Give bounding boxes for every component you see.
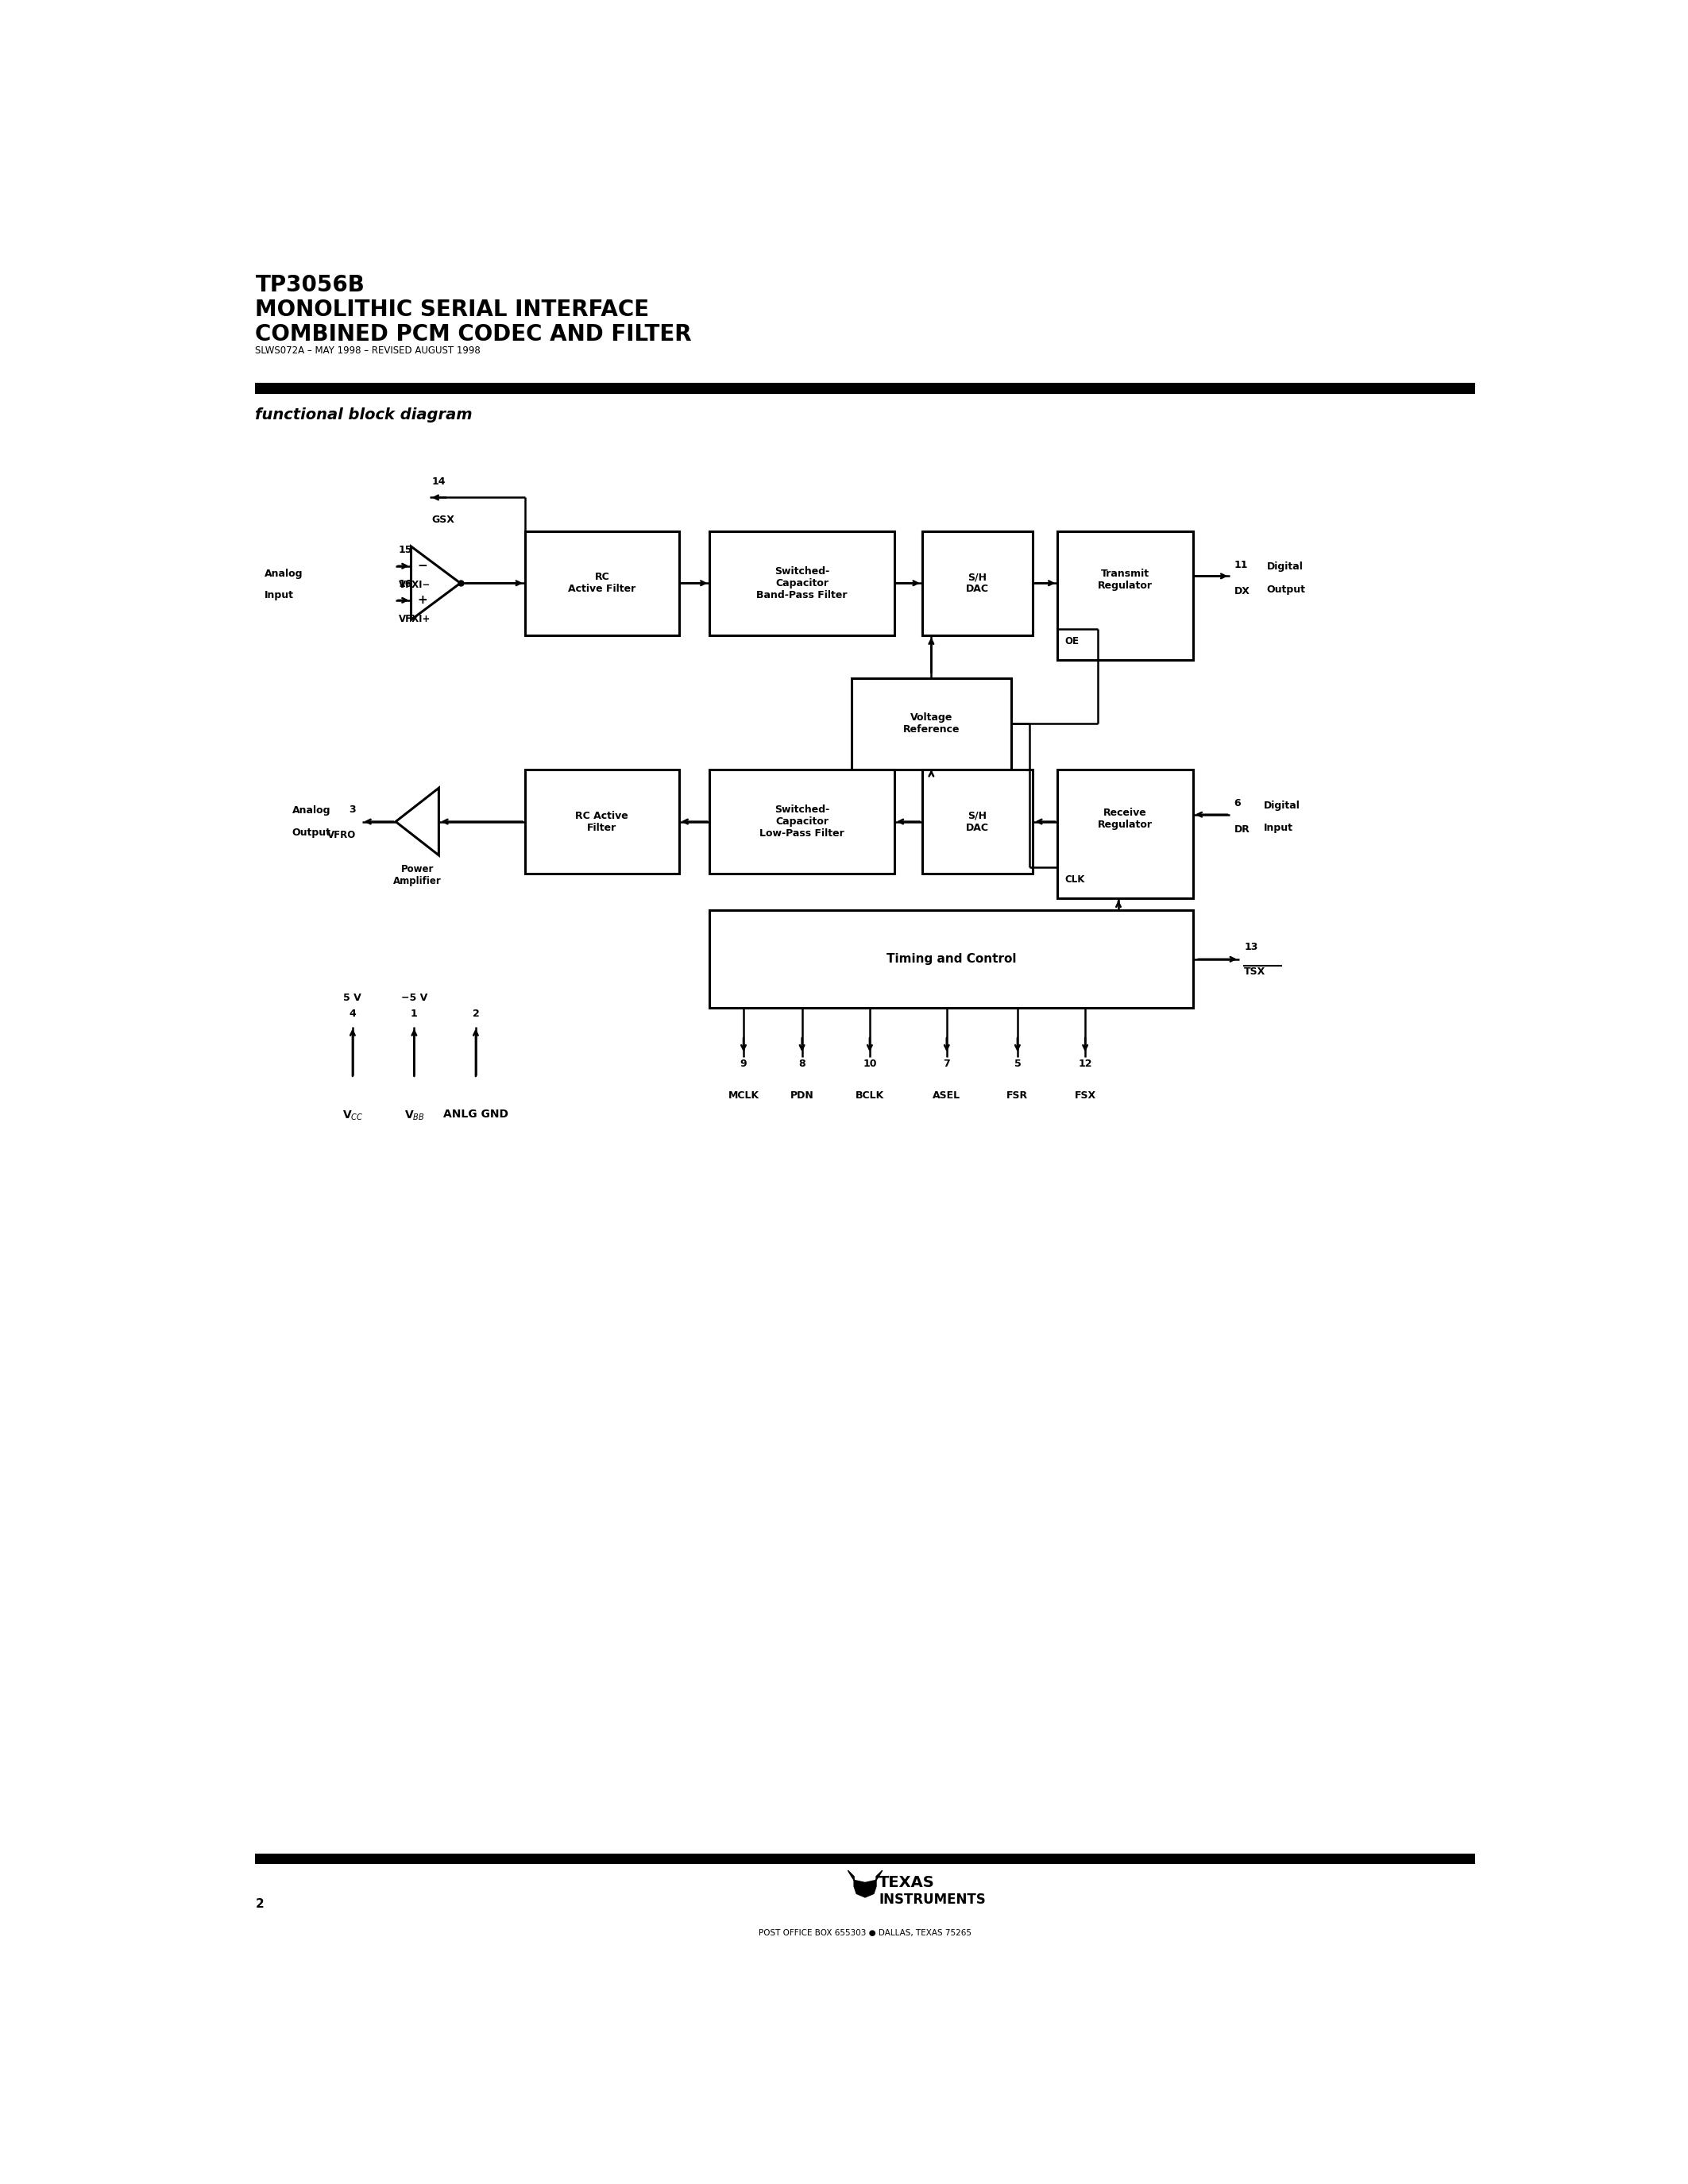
Text: S/H
DAC: S/H DAC: [966, 572, 989, 594]
Bar: [709, 769, 895, 874]
Text: Receive
Regulator: Receive Regulator: [1097, 808, 1153, 830]
Text: ASEL: ASEL: [933, 1090, 960, 1101]
Text: +: +: [417, 594, 427, 607]
Text: INSTRUMENTS: INSTRUMENTS: [879, 1894, 986, 1907]
Text: FSX: FSX: [1075, 1090, 1096, 1101]
Text: FSR: FSR: [1006, 1090, 1028, 1101]
Text: 10: 10: [863, 1059, 876, 1070]
Text: S/H
DAC: S/H DAC: [966, 810, 989, 832]
Text: 13: 13: [1244, 941, 1258, 952]
Bar: [525, 769, 679, 874]
Text: Output: Output: [292, 828, 331, 839]
Bar: [709, 531, 895, 636]
Text: Timing and Control: Timing and Control: [886, 952, 1016, 965]
Bar: [1057, 769, 1193, 898]
Bar: [922, 531, 1033, 636]
Text: OE: OE: [1065, 636, 1079, 646]
Text: SLWS072A – MAY 1998 – REVISED AUGUST 1998: SLWS072A – MAY 1998 – REVISED AUGUST 199…: [255, 345, 481, 356]
Bar: [851, 677, 1011, 769]
Text: functional block diagram: functional block diagram: [255, 408, 473, 424]
Text: RC
Active Filter: RC Active Filter: [569, 572, 636, 594]
Text: 2: 2: [255, 1898, 263, 1911]
Polygon shape: [847, 1870, 883, 1898]
Bar: [255, 382, 1475, 393]
Text: Power
Amplifier: Power Amplifier: [393, 865, 441, 887]
Text: Input: Input: [265, 590, 294, 601]
Text: 4: 4: [349, 1009, 356, 1020]
Text: Digital: Digital: [1266, 561, 1303, 572]
Text: MCLK: MCLK: [728, 1090, 760, 1101]
Text: 5 V: 5 V: [344, 994, 361, 1002]
Bar: [709, 911, 1193, 1009]
Bar: [922, 769, 1033, 874]
Text: V$_{CC}$: V$_{CC}$: [343, 1109, 363, 1123]
Text: 16: 16: [398, 579, 412, 590]
Text: RC Active
Filter: RC Active Filter: [576, 810, 628, 832]
Text: Analog: Analog: [265, 568, 304, 579]
Text: VFXI−: VFXI−: [398, 579, 430, 590]
Bar: [525, 531, 679, 636]
Text: V$_{BB}$: V$_{BB}$: [403, 1109, 424, 1123]
Text: 12: 12: [1079, 1059, 1092, 1070]
Text: POST OFFICE BOX 655303 ● DALLAS, TEXAS 75265: POST OFFICE BOX 655303 ● DALLAS, TEXAS 7…: [758, 1928, 972, 1937]
Text: 3: 3: [349, 804, 356, 815]
Text: BCLK: BCLK: [856, 1090, 885, 1101]
Text: −: −: [417, 559, 427, 572]
Text: Input: Input: [1264, 823, 1293, 834]
Text: 2: 2: [473, 1009, 479, 1020]
Text: DR: DR: [1234, 826, 1249, 834]
Text: TP3056B: TP3056B: [255, 275, 365, 297]
Text: CLK: CLK: [1065, 874, 1085, 885]
Text: Voltage
Reference: Voltage Reference: [903, 712, 960, 734]
Text: MONOLITHIC SERIAL INTERFACE: MONOLITHIC SERIAL INTERFACE: [255, 299, 650, 321]
Text: 11: 11: [1234, 559, 1247, 570]
Text: GSX: GSX: [432, 515, 454, 524]
Text: 9: 9: [739, 1059, 746, 1070]
Text: Output: Output: [1266, 585, 1307, 594]
Text: Analog: Analog: [292, 806, 331, 817]
Bar: [255, 1854, 1475, 1865]
Text: Switched-
Capacitor
Band-Pass Filter: Switched- Capacitor Band-Pass Filter: [756, 566, 847, 601]
Text: Digital: Digital: [1264, 799, 1300, 810]
Text: ANLG GND: ANLG GND: [444, 1109, 508, 1120]
Text: 5: 5: [1014, 1059, 1021, 1070]
Text: 7: 7: [944, 1059, 950, 1070]
Text: 1: 1: [410, 1009, 417, 1020]
Text: TEXAS: TEXAS: [879, 1876, 935, 1889]
Text: VFXI+: VFXI+: [398, 614, 430, 625]
Text: DX: DX: [1234, 585, 1249, 596]
Text: 6: 6: [1234, 799, 1241, 808]
Text: 14: 14: [432, 476, 446, 487]
Text: Switched-
Capacitor
Low-Pass Filter: Switched- Capacitor Low-Pass Filter: [760, 804, 844, 839]
Text: COMBINED PCM CODEC AND FILTER: COMBINED PCM CODEC AND FILTER: [255, 323, 692, 345]
Text: 8: 8: [798, 1059, 805, 1070]
Text: Transmit
Regulator: Transmit Regulator: [1097, 568, 1153, 592]
Bar: [1057, 531, 1193, 660]
Text: −5 V: −5 V: [402, 994, 427, 1002]
Text: VFRO: VFRO: [327, 830, 356, 841]
Text: 15: 15: [398, 544, 412, 555]
Text: PDN: PDN: [790, 1090, 814, 1101]
Text: TSX: TSX: [1244, 968, 1266, 976]
